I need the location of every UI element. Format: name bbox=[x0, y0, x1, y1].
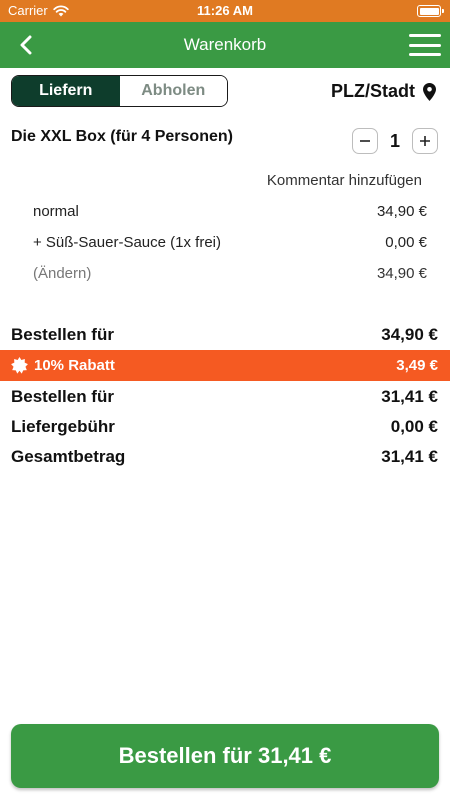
increase-quantity-button[interactable] bbox=[412, 128, 438, 154]
add-comment-link[interactable]: Kommentar hinzufügen bbox=[266, 172, 422, 189]
discount-row: 10% Rabatt 3,49 € bbox=[0, 350, 450, 381]
status-bar: Carrier 11:26 AM bbox=[0, 0, 450, 22]
location-pin-icon bbox=[423, 82, 436, 101]
item-line-label: normal bbox=[33, 203, 79, 220]
subtotal-row: Bestellen für 34,90 € bbox=[11, 325, 438, 345]
item-line-price: 34,90 € bbox=[376, 203, 427, 220]
discounted-subtotal-row: Bestellen für 31,41 € bbox=[11, 387, 438, 407]
item-line-price: 0,00 € bbox=[385, 234, 427, 251]
wifi-icon bbox=[53, 4, 69, 16]
carrier-info: Carrier bbox=[8, 3, 69, 18]
page-title: Warenkorb bbox=[183, 35, 267, 54]
item-line-price: 34,90 € bbox=[376, 265, 427, 282]
deliver-tab[interactable]: Liefern bbox=[12, 76, 120, 106]
grand-total-label: Gesamtbetrag bbox=[11, 447, 126, 466]
back-button[interactable] bbox=[12, 31, 40, 59]
badge-icon bbox=[11, 357, 28, 374]
discounted-subtotal-label: Bestellen für bbox=[11, 387, 114, 406]
subtotal-label: Bestellen für bbox=[11, 325, 114, 344]
discount-value: 3,49 € bbox=[396, 357, 438, 374]
hamburger-menu-icon[interactable] bbox=[409, 32, 441, 58]
battery-icon bbox=[417, 5, 444, 17]
discounted-subtotal-value: 31,41 € bbox=[381, 387, 438, 406]
item-line-label: + Süß-Sauer-Sauce (1x frei) bbox=[33, 234, 221, 251]
discount-label: 10% Rabatt bbox=[34, 357, 115, 374]
delivery-mode-toggle: Liefern Abholen bbox=[11, 75, 228, 107]
decrease-quantity-button[interactable] bbox=[352, 128, 378, 154]
location-selector[interactable]: PLZ/Stadt bbox=[331, 81, 436, 102]
quantity-value: 1 bbox=[389, 130, 400, 151]
plus-icon bbox=[420, 136, 430, 146]
grand-total-row: Gesamtbetrag 31,41 € bbox=[11, 447, 438, 467]
navigation-bar: Warenkorb bbox=[0, 22, 450, 68]
item-line: normal 34,90 € bbox=[33, 203, 427, 220]
quantity-stepper: 1 bbox=[352, 128, 438, 154]
delivery-fee-row: Liefergebühr 0,00 € bbox=[11, 417, 438, 437]
minus-icon bbox=[360, 140, 370, 142]
pickup-tab[interactable]: Abholen bbox=[119, 76, 227, 106]
item-line: (Ändern) 34,90 € bbox=[33, 265, 427, 282]
cart-item-name: Die XXL Box (für 4 Personen) bbox=[11, 128, 233, 145]
carrier-label: Carrier bbox=[8, 3, 48, 18]
chevron-left-icon bbox=[20, 35, 32, 55]
delivery-fee-label: Liefergebühr bbox=[11, 417, 115, 436]
item-line: + Süß-Sauer-Sauce (1x frei) 0,00 € bbox=[33, 234, 427, 251]
location-label: PLZ/Stadt bbox=[331, 81, 415, 101]
status-time: 11:26 AM bbox=[197, 3, 253, 18]
delivery-fee-value: 0,00 € bbox=[390, 417, 438, 436]
grand-total-value: 31,41 € bbox=[381, 447, 438, 466]
change-item-link[interactable]: (Ändern) bbox=[33, 265, 92, 282]
subtotal-value: 34,90 € bbox=[381, 325, 438, 344]
place-order-button[interactable]: Bestellen für 31,41 € bbox=[11, 724, 439, 788]
